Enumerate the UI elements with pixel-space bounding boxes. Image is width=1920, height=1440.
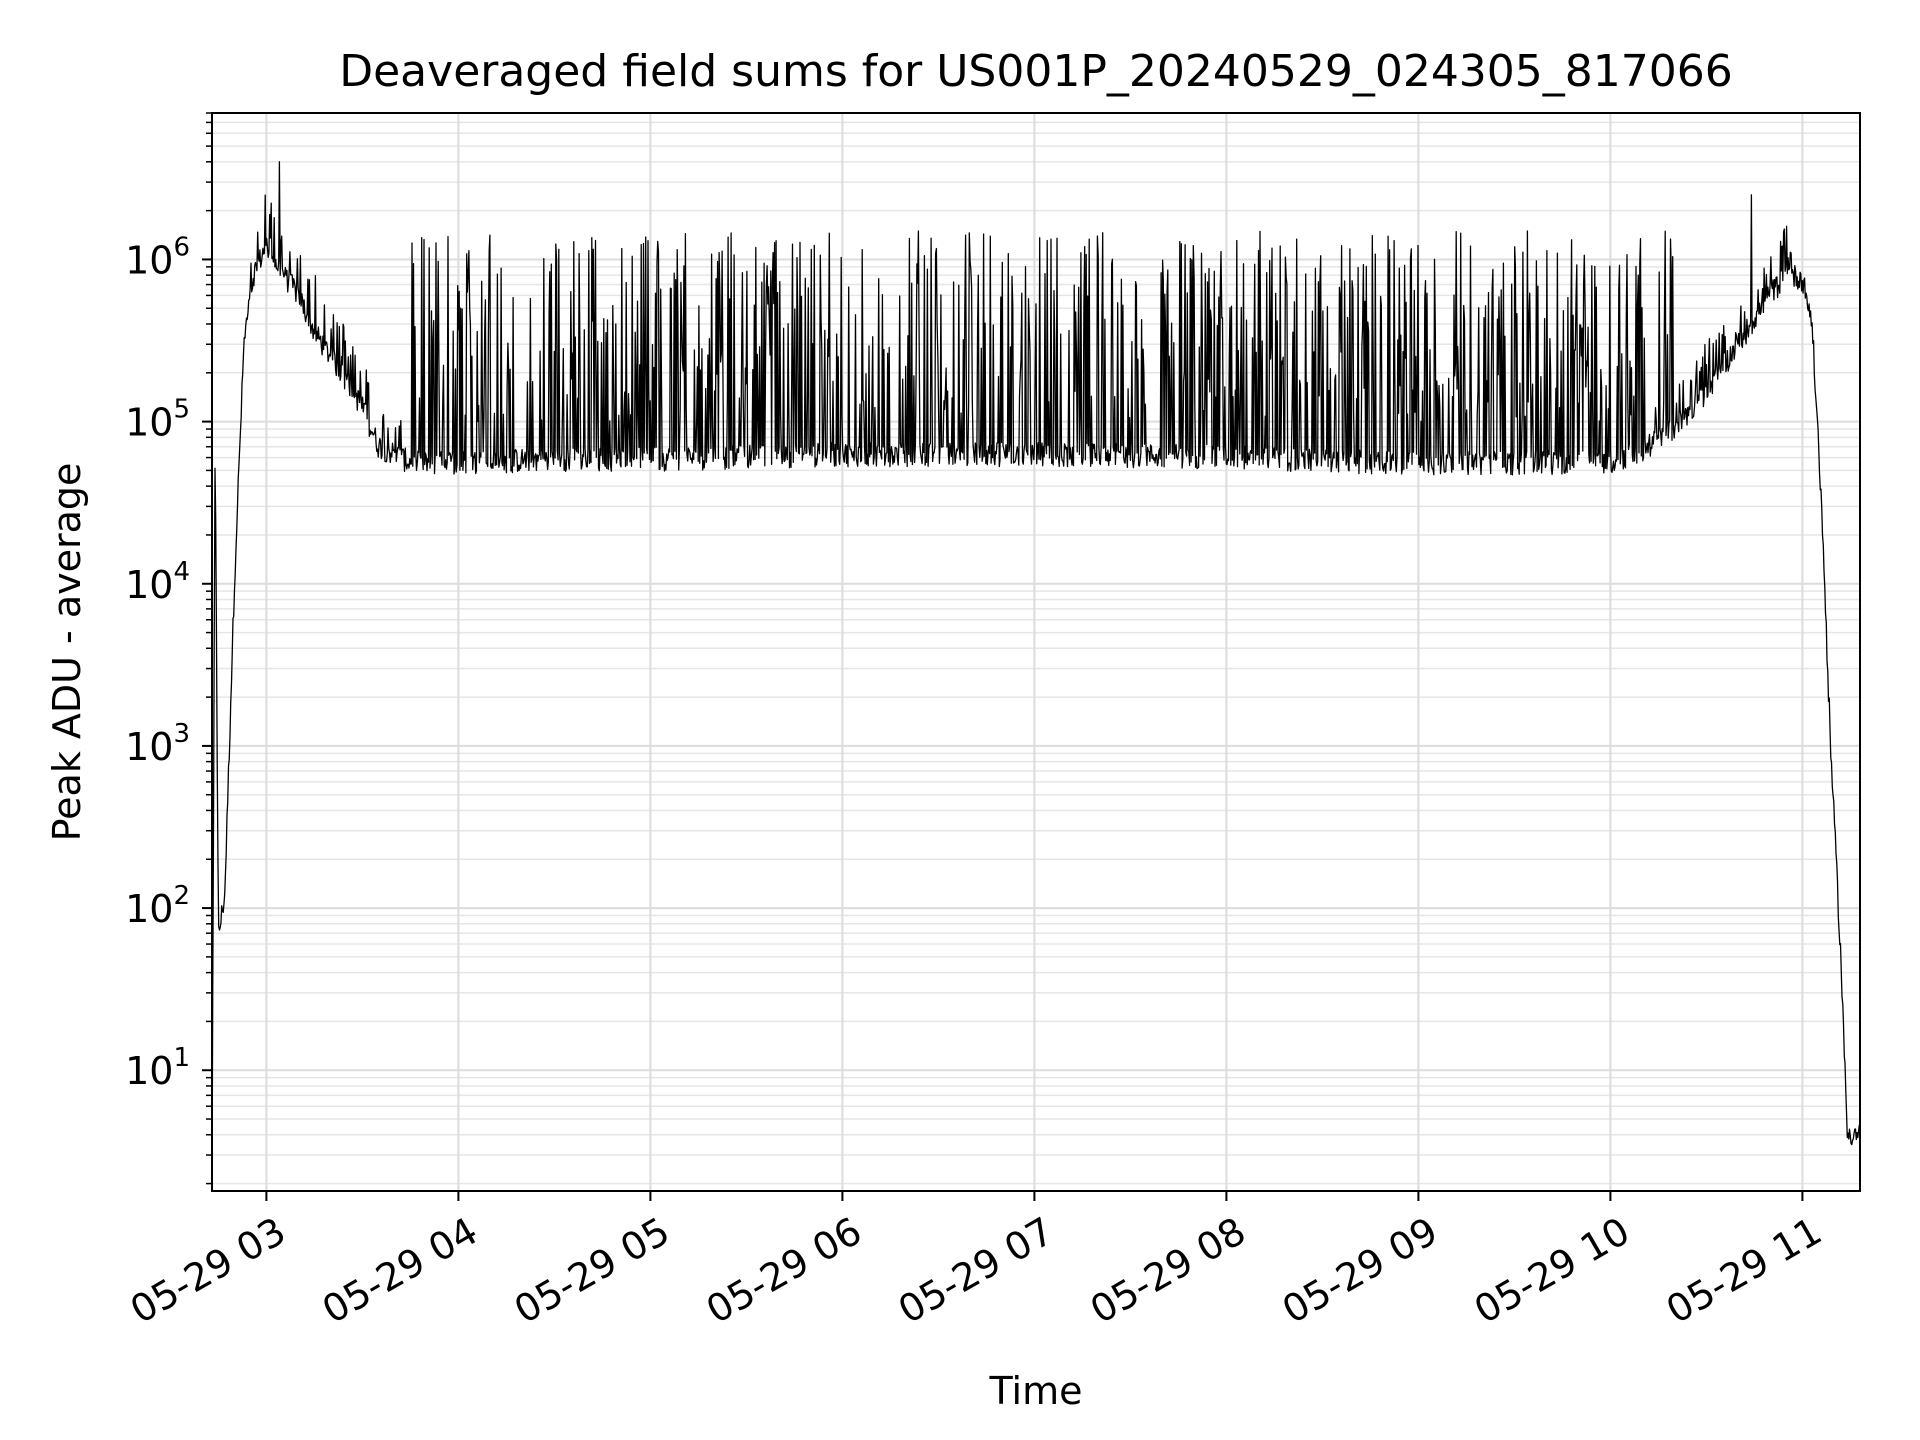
y-tick-label: 104 — [125, 557, 190, 607]
y-tick-label: 106 — [125, 232, 190, 282]
y-tick-label: 105 — [125, 395, 190, 445]
y-tick-label: 103 — [125, 719, 190, 769]
data-line — [211, 161, 1861, 1192]
data-series — [211, 161, 1861, 1192]
y-tick-label: 101 — [125, 1043, 190, 1093]
x-axis-label: Time — [989, 1369, 1083, 1413]
y-axis-label: Peak ADU - average — [45, 463, 89, 842]
chart-title: Deaveraged field sums for US001P_2024052… — [339, 46, 1733, 97]
y-tick-label: 102 — [125, 881, 190, 931]
grid — [212, 112, 1860, 1191]
plot-frame — [211, 112, 1861, 1192]
